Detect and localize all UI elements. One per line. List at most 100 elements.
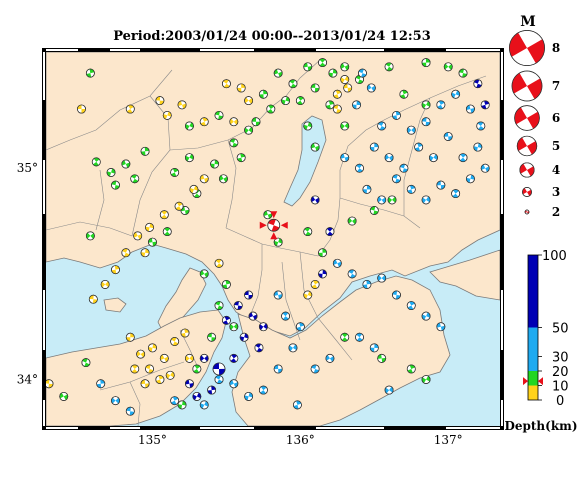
earthquake-mark <box>443 62 453 72</box>
earthquake-mark <box>145 364 154 374</box>
land-areas <box>46 52 500 426</box>
earthquake-mark <box>392 290 401 300</box>
earthquake-mark <box>465 104 475 114</box>
kii-peninsula-land <box>231 275 451 426</box>
earthquake-mark <box>406 184 416 194</box>
frame-segment <box>501 52 503 100</box>
depth-band <box>528 371 538 386</box>
earthquake-mark <box>362 279 372 289</box>
earthquake-mark <box>263 210 273 220</box>
earthquake-mark <box>184 153 194 163</box>
depth-marker <box>523 377 543 386</box>
earthquake-mark <box>303 290 313 300</box>
shodoshima-land <box>103 297 127 313</box>
earthquake-mark <box>332 104 342 114</box>
earthquake-mark <box>248 311 258 321</box>
earthquake-mark <box>219 174 228 184</box>
magnitude-legend-label: 8 <box>552 41 560 55</box>
earthquake-mark <box>310 142 320 152</box>
earthquake-mark <box>125 406 135 416</box>
earthquake-mark <box>155 375 165 384</box>
earthquake-mark <box>473 142 483 152</box>
frame-segment <box>316 49 384 51</box>
magnitude-legend-title: M <box>520 14 536 30</box>
earthquake-mark <box>384 62 394 72</box>
frame-segment <box>46 49 78 51</box>
earthquake-mark <box>325 353 335 363</box>
lon-tick-label: 135° <box>138 433 167 447</box>
earthquake-mark <box>421 375 431 384</box>
earthquake-mark <box>111 265 120 275</box>
earthquake-mark <box>229 117 239 127</box>
earthquake-mark <box>436 180 446 190</box>
frame-segment <box>316 427 384 429</box>
atsumi-land <box>429 249 500 301</box>
earthquake-mark <box>214 301 224 311</box>
earthquake-mark <box>421 117 431 127</box>
earthquake-mark <box>340 75 350 84</box>
earthquake-mark <box>476 121 486 131</box>
earthquake-mark <box>221 315 231 325</box>
earthquake-mark <box>121 159 131 169</box>
earthquake-mark <box>325 100 335 110</box>
depth-tick-label: 50 <box>552 322 569 337</box>
earthquake-mark <box>192 391 202 401</box>
earthquake-mark <box>244 290 254 300</box>
earthquake-mark <box>451 189 461 199</box>
earthquake-mark <box>258 385 268 395</box>
frame-segment <box>43 290 45 350</box>
mainshock-arrow <box>280 221 288 229</box>
frame-segment <box>446 427 500 429</box>
earthquake-mark <box>303 227 313 237</box>
earthquake-mark <box>295 322 305 332</box>
earthquake-mark <box>266 104 276 114</box>
earthquake-mark <box>273 290 283 300</box>
earthquake-mark <box>273 68 283 78</box>
depth-scale-title: Depth(km) <box>504 419 577 433</box>
earthquake-mark <box>473 79 483 89</box>
earthquake-mark <box>332 258 342 268</box>
earthquake-mark <box>480 100 490 110</box>
magnitude-legend-symbol <box>519 162 535 178</box>
earthquake-mark <box>199 269 209 279</box>
earthquake-mark <box>332 89 342 99</box>
earthquake-mark <box>436 100 446 110</box>
earthquake-mark <box>288 343 298 353</box>
earthquake-mark <box>207 385 217 395</box>
earthquake-mark <box>125 332 135 342</box>
earthquake-mark <box>369 206 379 215</box>
earthquake-mark <box>406 125 416 135</box>
earthquake-mark <box>340 62 350 72</box>
earthquake-mark <box>355 332 364 342</box>
depth-tick-label: 30 <box>552 351 569 366</box>
depth-color-bar <box>527 254 542 401</box>
earthquake-mark <box>340 332 350 342</box>
earthquake-mark <box>340 121 350 131</box>
earthquake-mark <box>421 100 431 110</box>
earthquake-mark <box>318 58 327 68</box>
earthquake-mark <box>254 343 264 353</box>
earthquake-mark <box>212 362 226 376</box>
earthquake-mark <box>258 89 268 99</box>
earthquake-mark <box>130 174 140 184</box>
earthquake-mark <box>303 62 313 72</box>
earthquake-mark <box>399 163 409 173</box>
earthquake-mark <box>88 294 98 304</box>
frame-segment <box>110 427 140 429</box>
earthquake-mark <box>165 370 175 380</box>
earthquake-mark <box>192 364 202 374</box>
depth-tick-label: 100 <box>542 249 567 264</box>
earthquake-mark <box>111 396 120 406</box>
earthquake-mark <box>214 110 224 120</box>
earthquake-mark <box>189 184 199 194</box>
frame-segment <box>501 290 503 350</box>
earthquake-mark <box>155 96 165 106</box>
earthquake-mark <box>318 269 327 279</box>
earthquake-mark <box>392 110 401 120</box>
earthquake-mark <box>106 167 116 177</box>
earthquake-mark <box>343 83 353 93</box>
earthquake-mark <box>210 159 220 169</box>
earthquake-mark <box>85 68 95 78</box>
earthquake-mark <box>133 231 143 241</box>
earthquake-mark <box>292 400 302 410</box>
